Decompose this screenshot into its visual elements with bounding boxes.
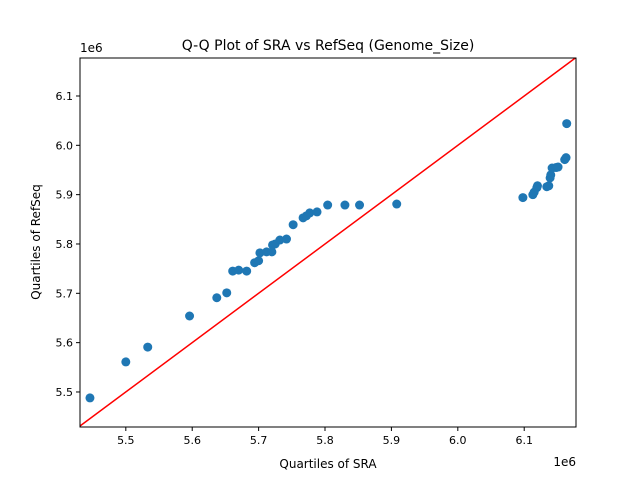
x-offset-label: 1e6 [553, 455, 576, 469]
x-tick-label: 5.5 [117, 434, 135, 447]
x-axis-label: Quartiles of SRA [279, 457, 377, 471]
data-point [255, 248, 265, 258]
data-point [121, 357, 131, 367]
data-point [518, 193, 528, 203]
data-point [234, 265, 244, 275]
data-point [561, 153, 571, 163]
data-point [222, 288, 232, 298]
x-tick-label: 5.7 [250, 434, 268, 447]
data-point [392, 199, 402, 209]
x-tick-label: 5.9 [383, 434, 401, 447]
data-point [267, 247, 277, 257]
data-point [275, 235, 285, 245]
reference-line [79, 57, 576, 427]
axes-frame [79, 57, 577, 428]
y-tick-label: 5.7 [56, 287, 74, 300]
y-tick-label: 5.8 [56, 238, 74, 251]
data-point [212, 293, 222, 303]
data-point [323, 200, 333, 210]
x-tick-label: 6.1 [515, 434, 533, 447]
data-point [312, 207, 322, 217]
data-point [242, 266, 252, 276]
data-point [85, 393, 95, 403]
data-point [562, 119, 572, 129]
data-point [254, 256, 264, 266]
y-tick-label: 5.6 [56, 337, 74, 350]
y-offset-label: 1e6 [80, 41, 103, 55]
y-tick-label: 5.9 [56, 189, 74, 202]
chart-title: Q-Q Plot of SRA vs RefSeq (Genome_Size) [182, 38, 475, 54]
data-point [355, 200, 365, 210]
x-tick-label: 5.8 [316, 434, 334, 447]
y-tick-label: 6.1 [56, 90, 74, 103]
data-point [340, 200, 350, 210]
y-tick-label: 5.5 [56, 386, 74, 399]
x-tick-label: 6.0 [449, 434, 467, 447]
data-point [546, 170, 556, 180]
data-point [305, 208, 315, 218]
y-axis-label: Quartiles of RefSeq [29, 184, 43, 300]
data-point [282, 234, 292, 244]
data-point [288, 220, 298, 230]
y-tick-label: 6.0 [56, 139, 74, 152]
data-point [185, 311, 195, 321]
data-point [544, 181, 554, 191]
x-tick-label: 5.6 [183, 434, 201, 447]
data-point [532, 181, 542, 191]
data-point [143, 342, 153, 352]
data-point [553, 162, 563, 172]
